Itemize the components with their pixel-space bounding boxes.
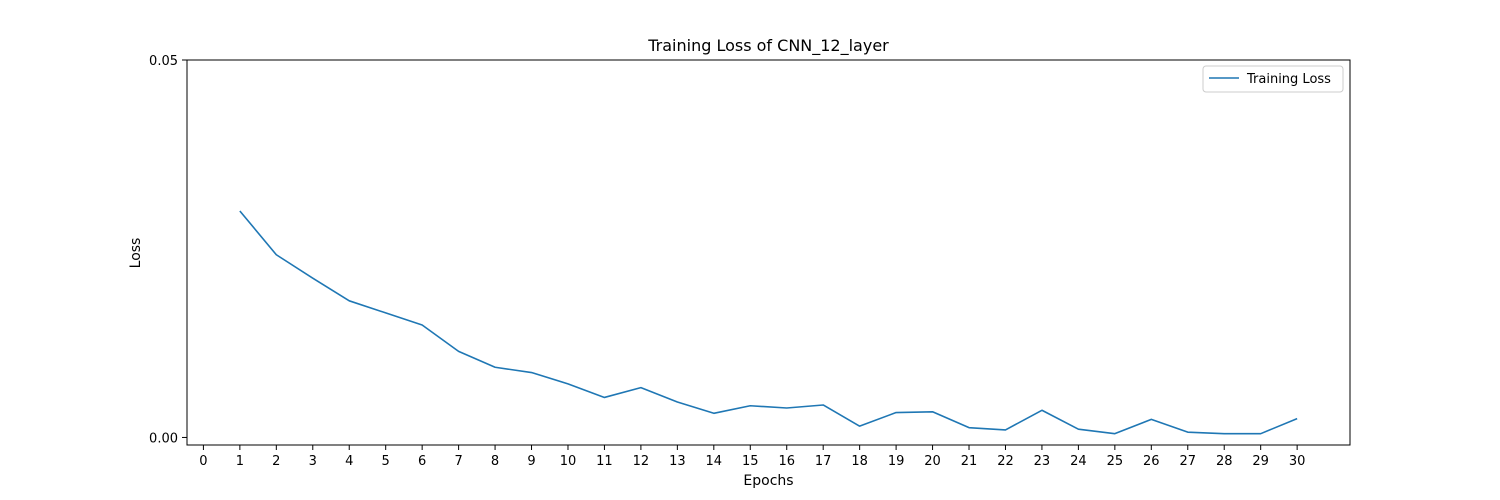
x-tick-label: 28 <box>1216 454 1233 469</box>
x-tick-label: 16 <box>778 454 795 469</box>
x-tick-label: 30 <box>1289 454 1306 469</box>
x-tick-label: 17 <box>815 454 832 469</box>
x-tick-label: 12 <box>633 454 650 469</box>
x-tick-label: 18 <box>851 454 868 469</box>
x-tick-label: 11 <box>596 454 613 469</box>
x-tick-label: 2 <box>272 454 280 469</box>
x-axis-ticks: 0 1 2 3 4 5 6 7 8 9 10 11 12 13 14 15 16 17 18 19 20 21 22 23 24… <box>199 445 1305 469</box>
x-tick-label: 8 <box>491 454 499 469</box>
x-tick-label: 23 <box>1034 454 1051 469</box>
x-tick-label: 6 <box>418 454 426 469</box>
x-tick-label: 21 <box>961 454 978 469</box>
x-tick-label: 15 <box>742 454 759 469</box>
x-tick-label: 26 <box>1143 454 1160 469</box>
x-tick-label: 1 <box>236 454 244 469</box>
x-tick-label: 22 <box>997 454 1014 469</box>
y-axis-ticks: 0.00 0.05 <box>149 54 187 446</box>
x-tick-label: 25 <box>1107 454 1124 469</box>
x-tick-label: 4 <box>345 454 353 469</box>
x-tick-label: 0 <box>199 454 207 469</box>
x-tick-label: 5 <box>382 454 390 469</box>
x-tick-label: 13 <box>669 454 686 469</box>
x-tick-label: 29 <box>1252 454 1269 469</box>
x-tick-label: 14 <box>706 454 723 469</box>
x-tick-label: 24 <box>1070 454 1087 469</box>
x-tick-label: 7 <box>454 454 462 469</box>
x-tick-label: 10 <box>560 454 577 469</box>
plot-area-frame <box>186 59 1351 446</box>
x-tick-label: 27 <box>1179 454 1196 469</box>
legend-label: Training Loss <box>1246 72 1331 87</box>
x-tick-label: 9 <box>527 454 535 469</box>
x-tick-label: 19 <box>888 454 905 469</box>
y-axis-label: Loss <box>128 238 144 269</box>
series-line-training-loss <box>239 210 1298 435</box>
series-lines <box>239 210 1298 435</box>
x-tick-label: 20 <box>924 454 941 469</box>
x-axis-label: Epochs <box>743 473 793 489</box>
chart-title: Training Loss of CNN_12_layer <box>647 36 889 56</box>
y-tick-label: 0.05 <box>149 54 178 69</box>
legend-box <box>1202 65 1344 93</box>
x-tick-label: 3 <box>309 454 317 469</box>
legend: Training Loss <box>1202 65 1344 93</box>
y-tick-label: 0.00 <box>149 431 178 446</box>
